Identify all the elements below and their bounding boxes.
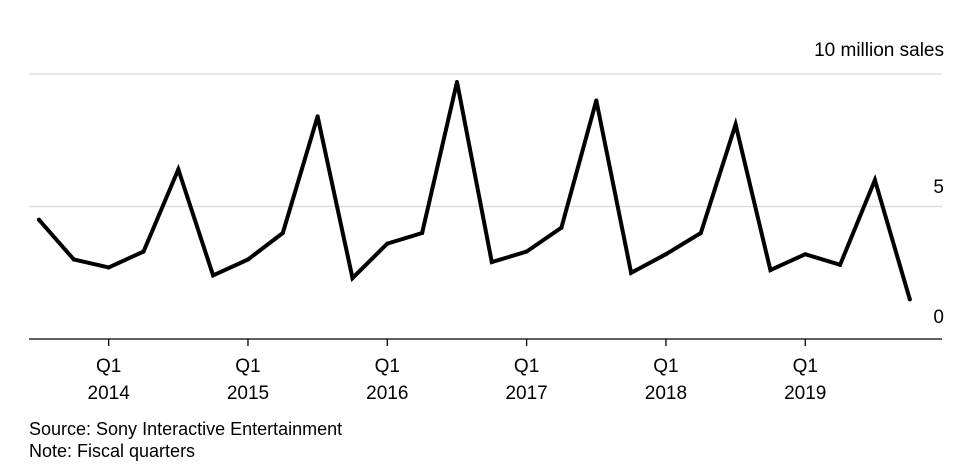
- data-point-17: [629, 270, 634, 275]
- data-point-15: [559, 225, 564, 230]
- chart-footnotes: Source: Sony Interactive Entertainment N…: [29, 418, 342, 462]
- data-point-25: [907, 297, 912, 302]
- data-point-13: [489, 260, 494, 265]
- data-point-18: [663, 252, 668, 257]
- x-tick-year-label: 2016: [366, 383, 409, 404]
- data-point-9: [350, 276, 355, 281]
- data-point-16: [594, 98, 599, 103]
- x-tick-year-label: 2017: [505, 383, 548, 404]
- x-tick-quarter-label: Q1: [792, 356, 818, 377]
- series-line-sales: [37, 81, 912, 302]
- data-point-6: [245, 257, 250, 262]
- data-point-10: [385, 241, 390, 246]
- data-point-12: [454, 79, 459, 84]
- data-point-22: [803, 252, 808, 257]
- x-tick-quarter-label: Q1: [235, 356, 261, 377]
- data-point-3: [141, 249, 146, 254]
- data-point-2: [106, 265, 111, 270]
- data-point-20: [733, 122, 738, 127]
- data-point-14: [524, 249, 529, 254]
- source-note: Source: Sony Interactive Entertainment: [29, 419, 343, 439]
- data-point-8: [315, 114, 320, 119]
- x-tick-year-label: 2019: [784, 383, 827, 404]
- gridlines: [29, 73, 942, 208]
- x-tick-quarter-label: Q1: [513, 356, 540, 377]
- data-point-4: [176, 167, 181, 172]
- x-tick-quarter-label: Q1: [95, 356, 122, 377]
- data-point-23: [838, 262, 843, 267]
- y-axis-unit-label: 10 million sales: [814, 40, 944, 61]
- x-tick-quarter-label: Q1: [374, 356, 400, 377]
- y-tick-label-5: 5: [933, 176, 944, 198]
- data-point-24: [872, 178, 877, 182]
- x-tick-year-label: 2018: [644, 383, 688, 404]
- x-axis-ticks: [108, 339, 806, 346]
- x-tick-year-label: 2015: [226, 383, 270, 404]
- data-point-21: [768, 268, 773, 273]
- data-points: [37, 79, 912, 302]
- data-point-5: [211, 273, 216, 278]
- data-point-19: [698, 231, 703, 235]
- data-point-0: [37, 217, 41, 222]
- x-tick-year-label: 2014: [87, 383, 130, 404]
- data-point-11: [420, 231, 425, 235]
- data-point-7: [280, 231, 285, 235]
- fiscal-note: Note: Fiscal quarters: [29, 441, 196, 461]
- data-point-1: [71, 257, 76, 262]
- x-tick-quarter-label: Q1: [653, 356, 679, 377]
- y-tick-label-0: 0: [933, 307, 944, 328]
